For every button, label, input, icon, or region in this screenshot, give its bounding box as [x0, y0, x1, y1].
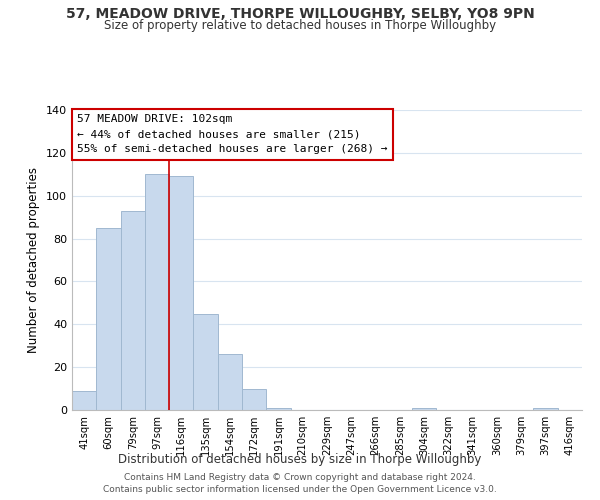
Bar	[96, 228, 121, 410]
Text: Distribution of detached houses by size in Thorpe Willoughby: Distribution of detached houses by size …	[118, 452, 482, 466]
Text: 57 MEADOW DRIVE: 102sqm
← 44% of detached houses are smaller (215)
55% of semi-d: 57 MEADOW DRIVE: 102sqm ← 44% of detache…	[77, 114, 388, 154]
Bar	[193, 314, 218, 410]
Bar	[533, 408, 558, 410]
Text: Contains HM Land Registry data © Crown copyright and database right 2024.
Contai: Contains HM Land Registry data © Crown c…	[103, 472, 497, 494]
Bar	[121, 210, 145, 410]
Bar	[266, 408, 290, 410]
Bar	[169, 176, 193, 410]
Bar	[242, 388, 266, 410]
Bar	[145, 174, 169, 410]
Y-axis label: Number of detached properties: Number of detached properties	[28, 167, 40, 353]
Text: 57, MEADOW DRIVE, THORPE WILLOUGHBY, SELBY, YO8 9PN: 57, MEADOW DRIVE, THORPE WILLOUGHBY, SEL…	[65, 8, 535, 22]
Bar	[72, 390, 96, 410]
Bar	[218, 354, 242, 410]
Bar	[412, 408, 436, 410]
Text: Size of property relative to detached houses in Thorpe Willoughby: Size of property relative to detached ho…	[104, 18, 496, 32]
